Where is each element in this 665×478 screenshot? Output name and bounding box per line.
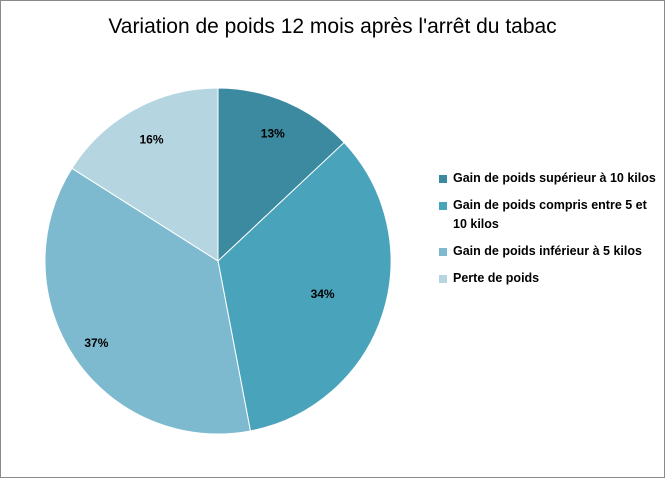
chart-title: Variation de poids 12 mois après l'arrêt… (108, 15, 557, 38)
pie-slice-2 (217, 141, 392, 432)
legend-item-4: Perte de poids (439, 269, 659, 288)
legend-swatch (439, 202, 447, 210)
data-label-3: 37% (84, 336, 108, 350)
legend-label: Gain de poids compris entre 5 et 10 kilo… (453, 198, 647, 231)
legend-label: Gain de poids inférieur à 5 kilos (453, 244, 642, 258)
legend-swatch (439, 175, 447, 183)
legend-item-1: Gain de poids supérieur à 10 kilos (439, 169, 659, 188)
legend-item-2: Gain de poids compris entre 5 et 10 kilo… (439, 196, 659, 234)
legend: Gain de poids supérieur à 10 kilos Gain d… (439, 169, 659, 296)
pie-slice-4 (71, 87, 219, 262)
legend-item-3: Gain de poids inférieur à 5 kilos (439, 242, 659, 261)
data-label-1: 13% (261, 126, 285, 140)
legend-swatch (439, 248, 447, 256)
legend-label: Gain de poids supérieur à 10 kilos (453, 171, 656, 185)
legend-swatch (439, 275, 447, 283)
data-label-2: 34% (311, 287, 335, 301)
legend-label: Perte de poids (453, 271, 540, 285)
pie-slice-3 (44, 167, 252, 435)
data-label-4: 16% (139, 132, 163, 146)
pie-slice-1 (217, 87, 345, 263)
